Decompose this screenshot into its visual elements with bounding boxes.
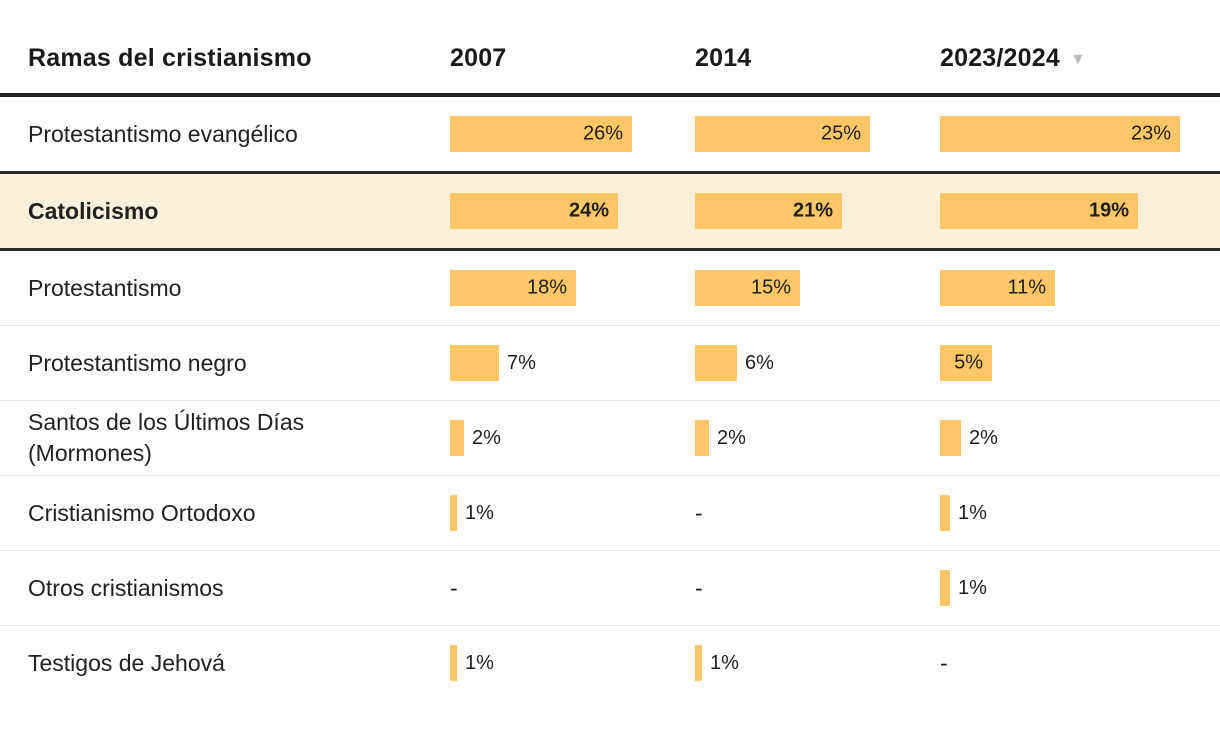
row-label: Cristianismo Ortodoxo [28,499,256,526]
bar-value-label: 1% [958,576,987,599]
missing-value-dash: - [695,499,703,526]
value-bar [940,420,961,456]
row-label: Testigos de Jehová [28,649,225,676]
missing-value-dash: - [695,574,703,601]
table-row: Protestantismo 18% 15% 11% [0,251,1220,325]
value-bar [940,495,950,531]
bar-value-label: 26% [582,122,623,145]
value-bar: 25% [695,116,870,152]
bar-value-label: 25% [820,122,861,145]
bar-value-label: 15% [750,276,791,299]
row-label: Protestantismo negro [28,349,247,376]
bar-value-label: 2% [969,426,998,449]
row-label: Otros cristianismos [28,574,224,601]
table-row: Protestantismo evangélico 26% 25% 23% [0,97,1220,171]
table-row: Testigos de Jehová 1% 1% - [0,625,1220,700]
value-bar: 24% [450,193,618,229]
bar-value-label: 5% [954,351,983,374]
bar-cell: 5% [940,326,1220,400]
bar-value-label: 1% [710,651,739,674]
value-bar [695,645,702,681]
bar-value-label: 6% [745,351,774,374]
bar-cell: 1% [450,626,695,700]
value-bar: 5% [940,345,992,381]
value-bar: 23% [940,116,1180,152]
table-row: Otros cristianismos - - 1% [0,550,1220,625]
value-bar: 15% [695,270,800,306]
table-row: Cristianismo Ortodoxo 1% - 1% [0,475,1220,550]
row-label: Protestantismo [28,274,182,301]
bar-value-label: 21% [792,199,833,222]
bar-cell: 24% [450,174,695,248]
value-bar: 21% [695,193,842,229]
bar-value-label: 24% [568,199,609,222]
table-row: Santos de los Últimos Días (Mormones) 2% 2… [0,400,1220,475]
bar-value-label: 1% [958,501,987,524]
value-bar [450,495,457,531]
column-header-2014[interactable]: 2014 [695,44,752,72]
value-bar [695,420,709,456]
bar-cell: 18% [450,251,695,325]
bar-cell: 15% [695,251,940,325]
column-header-2023-2024-label: 2023/2024 [940,44,1060,72]
bar-cell: 1% [940,551,1220,625]
bar-cell: - [695,476,940,550]
bar-cell: 1% [940,476,1220,550]
bar-cell: 11% [940,251,1220,325]
column-header-2007[interactable]: 2007 [450,44,507,72]
bar-value-label: 2% [472,426,501,449]
bar-cell: 2% [695,401,940,475]
table-body: Protestantismo evangélico 26% 25% 23% Catoli… [0,97,1220,700]
column-header-branch[interactable]: Ramas del cristianismo [28,44,312,72]
bar-cell: 2% [450,401,695,475]
bar-value-label: 1% [465,501,494,524]
value-bar: 26% [450,116,632,152]
branches-table: Ramas del cristianismo 2007 2014 2023/20… [0,0,1220,700]
bar-cell: 2% [940,401,1220,475]
value-bar [450,345,499,381]
value-bar [695,345,737,381]
table-row: Protestantismo negro 7% 6% 5% [0,325,1220,400]
bar-cell: 21% [695,174,940,248]
value-bar: 19% [940,193,1138,229]
bar-cell: 1% [695,626,940,700]
value-bar: 11% [940,270,1055,306]
row-label: Santos de los Últimos Días (Mormones) [28,409,305,466]
bar-cell: 23% [940,97,1220,171]
missing-value-dash: - [450,574,458,601]
bar-cell: 7% [450,326,695,400]
value-bar [940,570,950,606]
bar-cell: - [940,626,1220,700]
bar-value-label: 2% [717,426,746,449]
row-label: Protestantismo evangélico [28,120,298,147]
bar-cell: - [450,551,695,625]
bar-cell: 6% [695,326,940,400]
bar-value-label: 11% [1007,276,1046,299]
bar-value-label: 7% [507,351,536,374]
row-label: Catolicismo [28,197,159,224]
bar-cell: 1% [450,476,695,550]
bar-value-label: 18% [526,276,567,299]
sort-desc-icon: ▼ [1069,51,1087,68]
missing-value-dash: - [940,649,948,676]
table-row: Catolicismo 24% 21% 19% [0,171,1220,251]
bar-value-label: 1% [465,651,494,674]
bar-cell: 25% [695,97,940,171]
bar-value-label: 19% [1088,199,1129,222]
value-bar [450,645,457,681]
bar-cell: 26% [450,97,695,171]
bar-value-label: 23% [1130,122,1171,145]
bar-cell: - [695,551,940,625]
bar-cell: 19% [940,174,1220,248]
value-bar [450,420,464,456]
value-bar: 18% [450,270,576,306]
column-header-2023-2024[interactable]: 2023/2024 ▼ [940,44,1220,73]
table-header-row: Ramas del cristianismo 2007 2014 2023/20… [0,0,1220,97]
